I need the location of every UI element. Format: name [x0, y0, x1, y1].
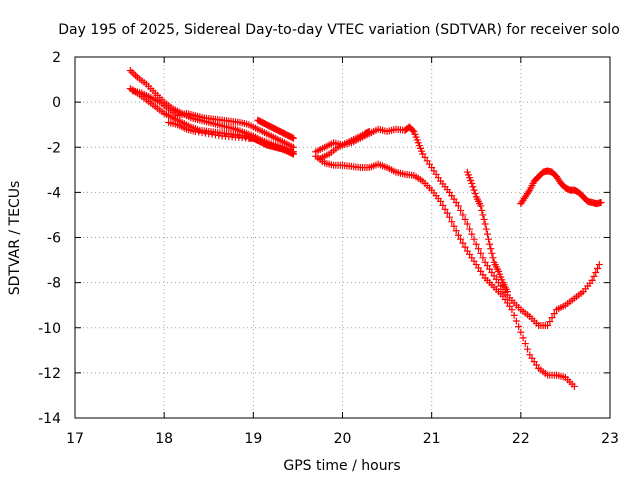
- data-point: [450, 222, 458, 230]
- data-point: [570, 382, 578, 390]
- data-point: [454, 231, 462, 239]
- data-point: [365, 127, 373, 135]
- data-point: [472, 240, 480, 248]
- y-tick-label: 0: [52, 95, 61, 111]
- data-point: [503, 288, 511, 296]
- data-point: [409, 126, 417, 134]
- series-arc-d: [165, 118, 297, 156]
- y-tick-label: -4: [47, 185, 61, 201]
- y-tick-label: -2: [47, 140, 61, 156]
- data-point: [524, 345, 532, 353]
- data-point: [512, 317, 520, 325]
- data-point: [477, 202, 485, 210]
- data-point: [521, 340, 529, 348]
- data-point: [597, 199, 605, 207]
- y-tick-label: -8: [47, 276, 61, 292]
- data-point: [463, 220, 471, 228]
- data-point: [515, 323, 523, 331]
- data-point: [437, 197, 445, 205]
- x-tick-label: 18: [155, 431, 173, 447]
- data-point: [510, 311, 518, 319]
- data-point: [482, 225, 490, 233]
- data-point: [590, 272, 598, 280]
- data-point: [592, 268, 600, 276]
- x-tick-label: 17: [66, 431, 84, 447]
- series-arc-j: [517, 167, 605, 208]
- data-point: [446, 213, 453, 221]
- data-point: [471, 190, 479, 198]
- y-tick-label: -6: [47, 231, 61, 247]
- data-point: [548, 314, 556, 322]
- data-point: [488, 249, 496, 257]
- data-point: [519, 334, 527, 342]
- data-point: [441, 205, 449, 213]
- data-point: [459, 211, 467, 219]
- series-arc-i: [463, 168, 511, 296]
- y-tick-label: -10: [38, 321, 61, 337]
- data-point: [479, 211, 487, 219]
- data-point: [468, 230, 476, 238]
- x-axis-label: GPS time / hours: [283, 458, 400, 474]
- data-point: [459, 239, 467, 247]
- data-point: [595, 261, 603, 269]
- data-point: [470, 235, 478, 243]
- series-arc-h: [316, 127, 373, 163]
- data-point: [483, 230, 491, 238]
- data-point: [517, 328, 525, 336]
- data-point: [480, 215, 488, 223]
- y-axis-label: SDTVAR / TECUs: [7, 181, 23, 296]
- y-tick-label: -12: [38, 366, 61, 382]
- data-point: [485, 235, 493, 243]
- data-point: [461, 243, 469, 251]
- data-point: [479, 254, 487, 262]
- data-point: [457, 235, 465, 243]
- data-point: [452, 227, 460, 235]
- data-point: [594, 265, 602, 273]
- x-tick-label: 19: [244, 431, 262, 447]
- data-point: [588, 276, 596, 284]
- data-point: [478, 206, 486, 214]
- y-tick-label: 2: [52, 50, 61, 66]
- series-arc-g: [312, 123, 603, 329]
- data-point: [289, 134, 297, 142]
- data-point: [544, 321, 552, 329]
- data-point: [546, 318, 554, 326]
- plot-frame: [74, 56, 611, 419]
- x-tick-label: 22: [512, 431, 530, 447]
- data-point: [448, 218, 456, 226]
- series-arc-e: [254, 116, 297, 142]
- data-point: [461, 215, 469, 223]
- data-point: [454, 202, 462, 210]
- chart-title: Day 195 of 2025, Sidereal Day-to-day VTE…: [58, 22, 620, 38]
- data-point: [487, 245, 495, 253]
- data-point: [469, 183, 477, 191]
- x-tick-label: 20: [334, 431, 352, 447]
- data-point: [477, 249, 485, 257]
- data-point: [443, 209, 451, 217]
- data-point: [525, 188, 533, 196]
- x-tick-label: 21: [423, 431, 441, 447]
- data-point: [468, 179, 476, 187]
- data-point: [470, 186, 478, 194]
- data-point: [457, 206, 465, 214]
- y-tick-label: -14: [38, 411, 61, 427]
- data-point: [550, 310, 558, 318]
- data-series: [126, 67, 605, 390]
- data-point: [508, 306, 516, 314]
- series-arc-c: [129, 87, 297, 151]
- data-point: [486, 240, 494, 248]
- series-arc-f: [312, 152, 578, 390]
- data-point: [466, 225, 474, 233]
- x-tick-label: 23: [601, 431, 619, 447]
- data-point: [481, 220, 489, 228]
- data-point: [489, 254, 497, 262]
- data-point: [289, 148, 297, 156]
- data-point: [474, 245, 482, 253]
- data-point: [439, 201, 447, 209]
- grid: [75, 57, 610, 418]
